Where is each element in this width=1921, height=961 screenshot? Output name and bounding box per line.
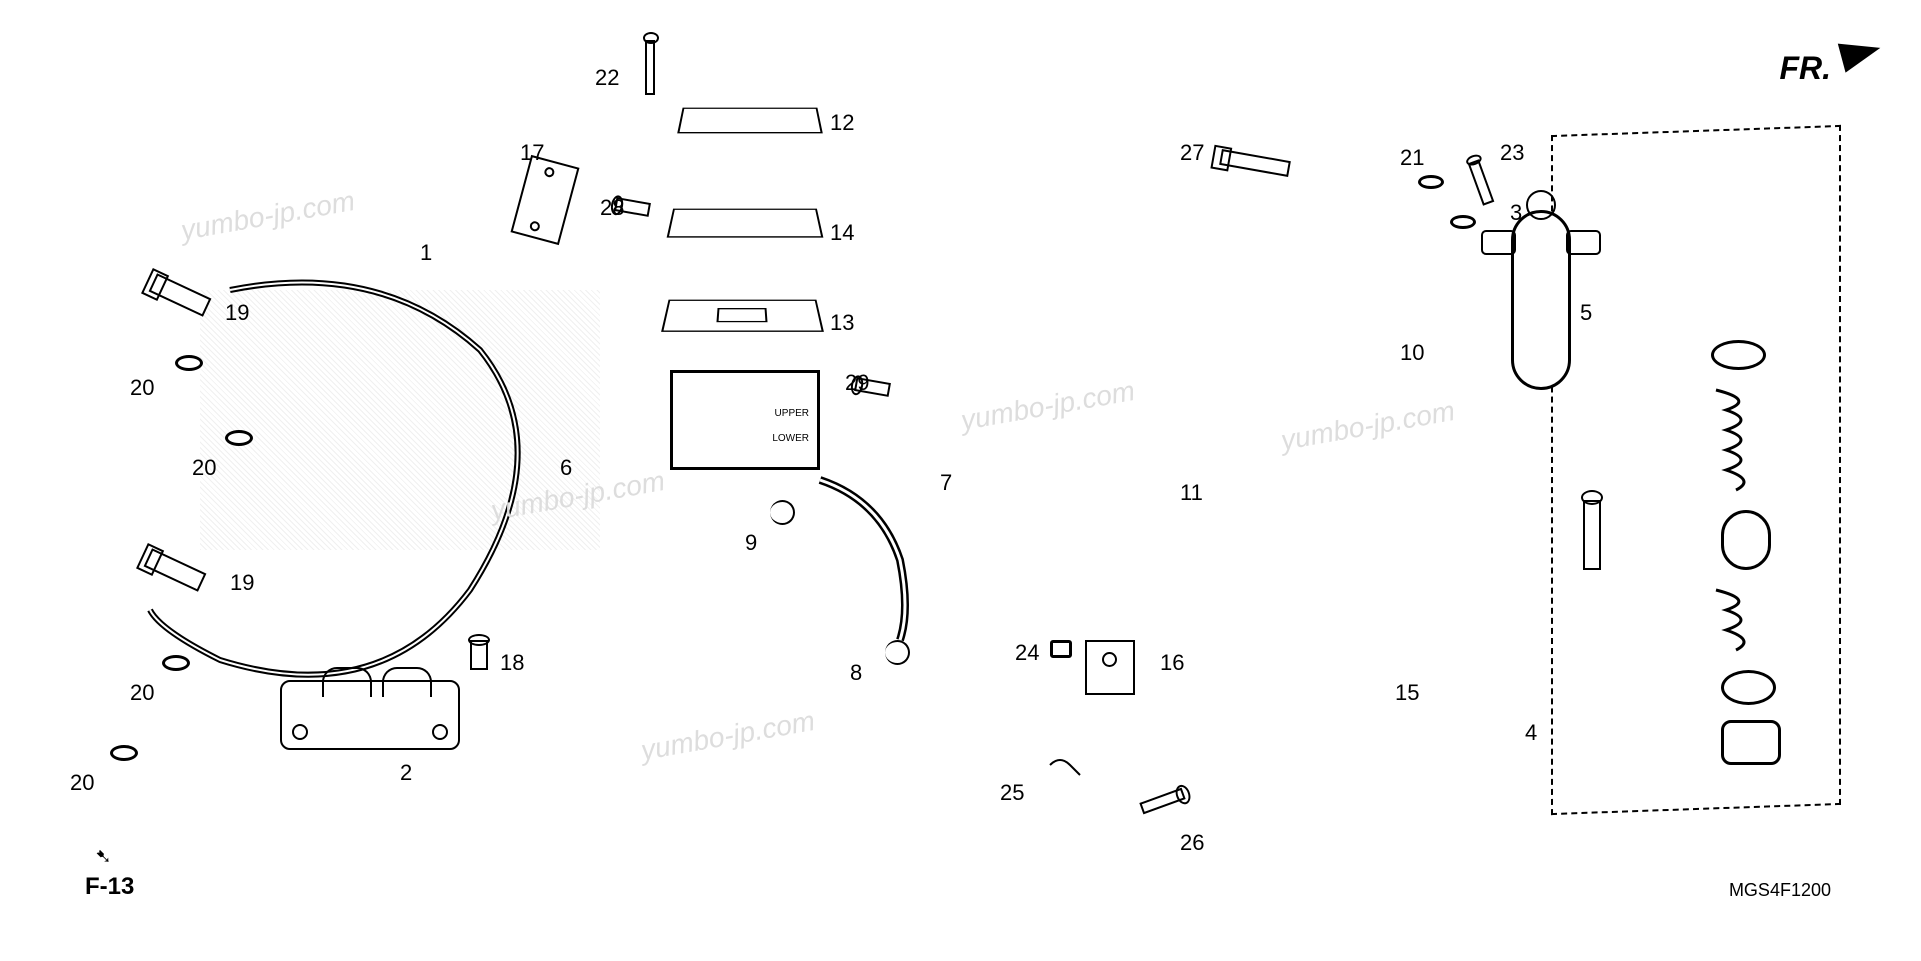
connector-hose[interactable] [800,460,940,660]
direction-arrow [1838,33,1884,72]
callout-number[interactable]: 18 [500,650,524,676]
callout-number[interactable]: 17 [520,140,544,166]
callout-number[interactable]: 27 [1180,140,1204,166]
watermark-text: yumbo-jp.com [1279,395,1458,457]
reservoir-lower-label: LOWER [772,433,809,444]
callout-number[interactable]: 8 [850,660,862,686]
callout-number[interactable]: 19 [230,570,254,596]
cap-plate-13[interactable] [661,300,824,332]
callout-number[interactable]: 10 [1400,340,1424,366]
watermark-text: yumbo-jp.com [959,375,1138,437]
cap-plate-12[interactable] [677,108,823,134]
callout-number[interactable]: 5 [1580,300,1592,326]
callout-number[interactable]: 11 [1180,480,1203,506]
reservoir-part[interactable]: UPPER LOWER [670,370,820,470]
spring-part[interactable] [1706,380,1776,500]
washer-20c[interactable] [162,655,190,671]
callout-number[interactable]: 19 [225,300,249,326]
callout-number[interactable]: 28 [600,195,624,221]
callout-number[interactable]: 20 [130,375,154,401]
callout-number[interactable]: 14 [830,220,854,246]
callout-number[interactable]: 12 [830,110,854,136]
clip-8[interactable] [885,640,910,665]
washer-20b[interactable] [225,430,253,446]
cap-plate-14[interactable] [667,209,824,238]
callout-number[interactable]: 25 [1000,780,1024,806]
washer-20d[interactable] [110,745,138,761]
cup-part-4[interactable] [1721,720,1781,765]
reservoir-upper-label: UPPER [775,408,809,419]
nut-24[interactable] [1050,640,1072,658]
callout-number[interactable]: 6 [560,455,572,481]
pin-26[interactable] [1139,788,1185,815]
screw-22[interactable] [645,40,655,95]
cotter-pin[interactable] [1045,750,1085,780]
clamp-bracket[interactable] [280,680,460,750]
direction-label: FR. [1779,50,1831,87]
piston-part[interactable] [1721,510,1771,570]
bolt-27[interactable] [1219,149,1291,177]
callout-number[interactable]: 7 [940,470,952,496]
clip-9[interactable] [770,500,795,525]
push-rod-pin[interactable] [1583,500,1601,570]
callout-number[interactable]: 20 [192,455,216,481]
callout-number[interactable]: 24 [1015,640,1039,666]
callout-number[interactable]: 3 [1510,200,1522,226]
callout-number[interactable]: 13 [830,310,854,336]
callout-number[interactable]: 4 [1525,720,1537,746]
schematic-id: MGS4F1200 [1729,880,1831,901]
callout-number[interactable]: 15 [1395,680,1419,706]
callout-number[interactable]: 29 [845,370,869,396]
f13-arrow: ➷ [95,844,112,869]
watermark-text: yumbo-jp.com [639,705,818,767]
part-ring-top[interactable] [1711,340,1766,370]
screw-18[interactable] [470,640,488,670]
callout-number[interactable]: 21 [1400,145,1424,171]
washer-21[interactable] [1418,175,1444,189]
callout-number[interactable]: 23 [1500,140,1524,166]
washer-20a[interactable] [175,355,203,371]
callout-number[interactable]: 9 [745,530,757,556]
spring-part-2[interactable] [1706,580,1776,660]
clevis-yoke[interactable] [1085,640,1135,695]
diagram-container: FR. UPPER LOWER [0,0,1921,961]
callout-number[interactable]: 20 [70,770,94,796]
f13-reference-label: F-13 [85,873,134,901]
callout-number[interactable]: 2 [400,760,412,786]
washer-3[interactable] [1450,215,1476,229]
callout-number[interactable]: 22 [595,65,619,91]
callout-number[interactable]: 1 [420,240,432,266]
callout-number[interactable]: 16 [1160,650,1184,676]
callout-number[interactable]: 20 [130,680,154,706]
parts-diagram[interactable]: FR. UPPER LOWER [0,0,1921,961]
callout-number[interactable]: 26 [1180,830,1204,856]
cup-part-15[interactable] [1721,670,1776,705]
